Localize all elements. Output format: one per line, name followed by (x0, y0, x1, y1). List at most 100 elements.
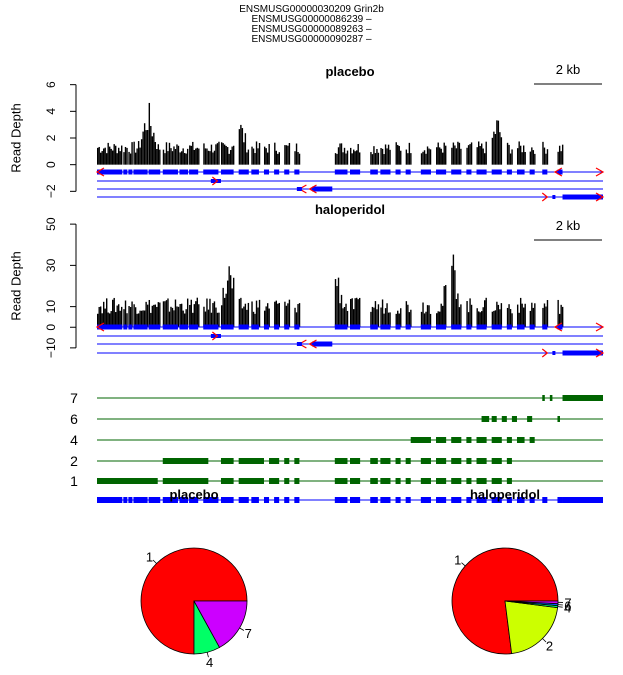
isoform-exon (220, 478, 234, 484)
gene-exon (263, 324, 270, 330)
isoform-exon (284, 478, 290, 484)
coverage-bar (542, 141, 544, 165)
coverage-bar (389, 149, 391, 165)
coverage-bar (545, 153, 547, 165)
coverage-bar (246, 152, 248, 165)
coverage-bar (204, 148, 207, 165)
coverage-bar (354, 151, 356, 165)
coverage-bar (212, 303, 214, 328)
isoform-exon (410, 437, 431, 443)
coverage-bar (137, 141, 140, 165)
coverage-bar (345, 153, 347, 165)
coverage-bar (97, 313, 99, 328)
coverage-bar (240, 297, 242, 328)
coverage-bar (189, 304, 191, 328)
coverage-bar (457, 141, 459, 165)
isoform-exon (284, 458, 290, 464)
isoform-exon (506, 478, 512, 484)
coverage-bar (238, 129, 241, 165)
strand-arrow (95, 167, 105, 177)
coverage-bar (386, 148, 388, 165)
coverage-bar (284, 301, 286, 328)
isoform-exon (491, 458, 502, 464)
coverage-bar (405, 301, 408, 328)
gene-exon (238, 497, 249, 503)
gene-exon (451, 169, 462, 175)
coverage-bar (357, 299, 359, 328)
gene-exon (220, 497, 234, 503)
gene-exon (395, 169, 401, 175)
transcript-exon (312, 341, 333, 347)
coverage-bar (422, 151, 424, 165)
coverage-panel-placebo: placebo −2 0 2 4 6 Read Depth 2 kb (8, 62, 605, 202)
coverage-bar (457, 293, 459, 328)
coverage-bar (484, 153, 486, 165)
gene-exon (284, 324, 290, 330)
coverage-bar (359, 152, 361, 165)
gene-exon (274, 497, 280, 503)
gene-exon (189, 324, 199, 330)
isoform-exon (476, 437, 487, 443)
coverage-bar (140, 310, 143, 328)
isoform-exon (269, 458, 280, 464)
coverage-bar (496, 120, 498, 165)
gene-exon (203, 169, 219, 175)
coverage-bar (246, 309, 248, 328)
coverage-bar (186, 298, 189, 328)
coverage-bar (298, 303, 301, 328)
gene-exon (148, 324, 161, 330)
coverage-bar (159, 149, 161, 165)
coverage-bar (445, 145, 447, 165)
coverage-bar (109, 313, 111, 328)
isoform-exon (542, 395, 545, 401)
gene-exon (420, 169, 431, 175)
gene-exon (251, 169, 259, 175)
gene-exon (466, 324, 472, 330)
coverage-bar (216, 312, 219, 328)
coverage-bar (154, 142, 157, 165)
pie-leader (461, 562, 466, 567)
coverage-bar (179, 152, 181, 165)
coverage-bar (546, 300, 549, 328)
panel-title: placebo (325, 64, 374, 79)
gene-exon (220, 169, 234, 175)
coverage-bar (451, 265, 453, 328)
coverage-bar (558, 313, 561, 328)
coverage-bar (115, 312, 117, 328)
pie-slice-label: 1 (146, 549, 153, 564)
coverage-bar (110, 311, 112, 328)
coverage-bar (116, 305, 118, 328)
pie-leader (542, 638, 547, 643)
coverage-bar (123, 309, 125, 328)
gene-exon (128, 169, 133, 175)
gene-exon (148, 497, 161, 503)
isoform-exon (549, 395, 553, 401)
coverage-bar (180, 303, 183, 328)
coverage-bar (511, 149, 513, 165)
coverage-bar (185, 309, 187, 328)
coverage-bar (153, 304, 155, 328)
coverage-bar (506, 142, 509, 165)
coverage-bar (177, 306, 180, 328)
gene-exon (395, 324, 401, 330)
isoform-exon (466, 478, 472, 484)
coverage-bar (420, 153, 423, 165)
coverage-bar (196, 147, 198, 165)
coverage-bar (183, 153, 186, 165)
coverage-bar (254, 313, 256, 328)
coverage-bar (371, 306, 374, 328)
coverage-bar (467, 312, 470, 328)
coverage-bar (294, 307, 296, 328)
coverage-bar (443, 142, 445, 165)
coverage-bar (129, 153, 132, 165)
coverage-bar (451, 147, 453, 165)
coverage-bar (334, 153, 337, 165)
coverage-bar (231, 146, 233, 165)
header-gene-3: ENSMUSG00000089263 – (251, 24, 372, 35)
coverage-bar (167, 298, 169, 328)
coverage-bar (215, 144, 217, 165)
coverage-bar (182, 310, 184, 328)
coverage-bar (137, 313, 140, 328)
coverage-bar (288, 143, 291, 165)
strand-arrow (541, 348, 549, 358)
